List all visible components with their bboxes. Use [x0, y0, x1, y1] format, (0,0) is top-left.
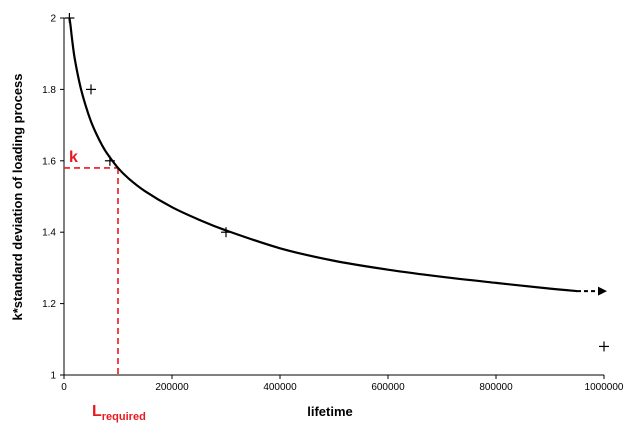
data-point-marker: [221, 227, 231, 238]
l-required-subscript: required: [102, 411, 146, 423]
annotations: [64, 167, 119, 375]
x-tick-label: 200000: [155, 382, 189, 393]
data-point-marker: [86, 84, 96, 95]
x-tick-label: 1000000: [585, 382, 624, 393]
y-tick-label: 1.6: [42, 156, 56, 167]
ticks: 0 200000 400000 600000 800000 1000000 1 1.2 1.4 1…: [42, 14, 624, 394]
y-tick-label: 1.4: [42, 228, 56, 239]
x-tick-label: 800000: [479, 382, 513, 393]
series: [64, 13, 609, 352]
x-axis-title: lifetime: [307, 404, 353, 419]
curve-arrowhead: [598, 286, 607, 296]
y-tick-label: 1.8: [42, 85, 56, 96]
k-annotation: k: [69, 149, 78, 166]
data-point-marker: [599, 341, 609, 352]
data-point-marker: [64, 13, 75, 23]
axes: [63, 18, 604, 376]
y-tick-label: 1.2: [42, 299, 56, 310]
y-tick-label: 2: [50, 14, 56, 25]
data-point-marker: [104, 155, 115, 166]
y-tick-label: 1: [50, 371, 56, 382]
x-tick-label: 600000: [371, 382, 405, 393]
y-axis-title: k*standard deviation of loading process: [10, 73, 25, 320]
l-required-annotation: Lrequired: [92, 403, 146, 423]
x-tick-label: 400000: [263, 382, 297, 393]
x-tick-label: 0: [61, 382, 67, 393]
lifetime-curve: [68, 17, 578, 293]
